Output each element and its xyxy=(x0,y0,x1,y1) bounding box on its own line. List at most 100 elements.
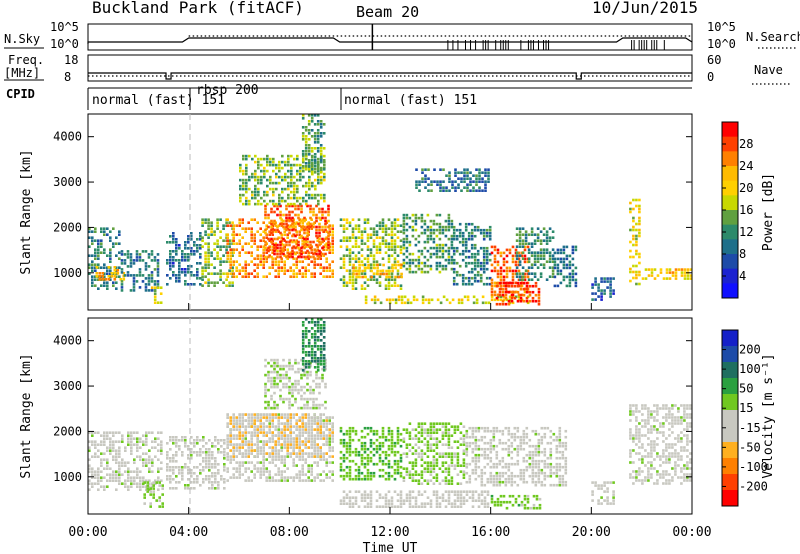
heatmap-cell xyxy=(152,481,155,484)
heatmap-cell xyxy=(312,222,315,226)
heatmap-cell xyxy=(378,493,382,496)
heatmap-cell xyxy=(127,434,130,437)
heatmap-cell xyxy=(375,499,379,502)
heatmap-cell xyxy=(149,505,152,508)
heatmap-cell xyxy=(315,249,318,253)
heatmap-cell xyxy=(181,253,184,256)
heatmap-cell xyxy=(378,505,382,508)
heatmap-cell xyxy=(429,449,433,452)
heatmap-cell xyxy=(331,239,334,242)
heatmap-cell xyxy=(402,213,406,217)
heatmap-cell xyxy=(438,261,442,265)
heatmap-cell xyxy=(355,275,358,279)
heatmap-cell xyxy=(408,476,412,479)
heatmap-cell xyxy=(109,269,112,272)
heatmap-cell xyxy=(300,210,303,214)
heatmap-cell xyxy=(475,298,479,302)
heatmap-cell xyxy=(143,496,146,499)
heatmap-cell xyxy=(342,459,346,463)
heatmap-cell xyxy=(375,281,379,284)
heatmap-cell xyxy=(319,171,323,174)
heatmap-cell xyxy=(190,283,193,286)
heatmap-cell xyxy=(229,476,232,479)
heatmap-cell xyxy=(127,470,130,473)
freq-trace xyxy=(88,72,692,80)
heatmap-cell xyxy=(310,470,313,473)
heatmap-cell xyxy=(282,400,285,404)
heatmap-cell xyxy=(178,280,181,283)
heatmap-cell xyxy=(262,239,265,242)
heatmap-cell xyxy=(271,419,274,422)
heatmap-cell xyxy=(319,446,322,449)
heatmap-cell xyxy=(219,248,222,251)
heatmap-cell xyxy=(438,428,442,431)
heatmap-cell xyxy=(459,490,463,493)
heatmap-cell xyxy=(260,196,263,200)
heatmap-cell xyxy=(304,452,307,455)
heatmap-cell xyxy=(515,233,519,236)
heatmap-cell xyxy=(301,165,305,168)
heatmap-cell xyxy=(283,416,286,419)
heatmap-cell xyxy=(348,272,352,275)
heatmap-cell xyxy=(420,267,424,271)
heatmap-cell xyxy=(507,290,511,294)
heatmap-cell xyxy=(366,245,370,248)
heatmap-cell xyxy=(282,213,285,217)
heatmap-cell xyxy=(264,255,267,259)
heatmap-cell xyxy=(319,120,323,123)
heatmap-cell xyxy=(348,438,352,442)
heatmap-cell xyxy=(284,199,287,203)
heatmap-cell xyxy=(318,382,321,386)
heatmap-cell xyxy=(297,240,300,244)
heatmap-cell xyxy=(302,184,305,188)
heatmap-cell xyxy=(294,400,297,404)
heatmap-cell xyxy=(317,178,320,182)
heatmap-cell xyxy=(300,228,303,232)
heatmap-cell xyxy=(390,441,394,445)
heatmap-cell xyxy=(178,244,181,247)
heatmap-cell xyxy=(339,257,343,260)
heatmap-cell xyxy=(322,363,326,366)
heatmap-cell xyxy=(444,490,448,493)
heatmap-cell xyxy=(283,254,286,257)
heatmap-cell xyxy=(184,241,187,244)
heatmap-cell xyxy=(414,449,418,452)
heatmap-cell xyxy=(490,287,494,291)
heatmap-cell xyxy=(441,252,445,256)
heatmap-cell xyxy=(264,373,267,377)
heatmap-cell xyxy=(187,271,190,274)
heatmap-cell xyxy=(432,461,436,464)
heatmap-cell xyxy=(635,198,638,202)
heatmap-cell xyxy=(314,184,317,188)
heatmap-cell xyxy=(444,452,448,455)
heatmap-cell xyxy=(357,245,361,248)
heatmap-cell xyxy=(303,403,306,407)
heatmap-cell xyxy=(290,202,293,206)
heatmap-cell xyxy=(542,257,546,260)
heatmap-cell xyxy=(387,429,391,433)
heatmap-cell xyxy=(135,280,139,283)
heatmap-cell xyxy=(145,443,148,446)
heatmap-cell xyxy=(423,255,427,259)
heatmap-cell xyxy=(232,260,235,263)
heatmap-cell xyxy=(232,239,235,242)
heatmap-cell xyxy=(366,236,370,239)
heatmap-cell xyxy=(348,447,352,451)
heatmap-cell xyxy=(226,455,229,458)
heatmap-cell xyxy=(426,496,430,499)
nsky-trace xyxy=(87,24,693,50)
heatmap-cell xyxy=(565,257,569,261)
heatmap-cell xyxy=(265,431,268,434)
heatmap-cell xyxy=(172,241,175,244)
heatmap-cell xyxy=(458,273,462,277)
heatmap-cell xyxy=(250,452,253,455)
heatmap-cell xyxy=(388,269,391,273)
heatmap-cell xyxy=(467,234,471,238)
heatmap-cell xyxy=(259,233,262,236)
heatmap-cell xyxy=(391,266,394,270)
heatmap-cell xyxy=(432,464,436,467)
heatmap-cell xyxy=(259,416,262,419)
heatmap-cell xyxy=(313,132,317,135)
heatmap-cell xyxy=(262,467,265,470)
heatmap-cell xyxy=(526,269,530,273)
